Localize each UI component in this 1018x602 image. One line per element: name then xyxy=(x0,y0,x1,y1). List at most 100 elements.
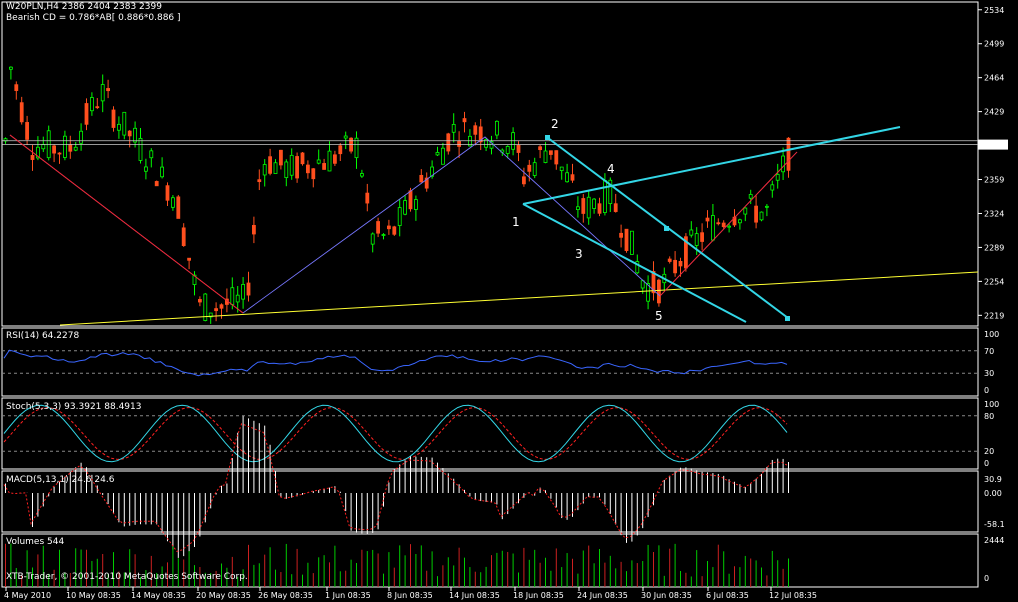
x-tick-label: 12 Jul 08:35 xyxy=(769,591,817,600)
x-tick-label: 6 Jul 08:35 xyxy=(706,591,749,600)
candle-body xyxy=(289,154,294,176)
stoch-axis-label: 20 xyxy=(984,447,994,456)
candle-body xyxy=(516,144,521,153)
candle-body xyxy=(522,176,526,185)
candle-body xyxy=(673,259,677,274)
zigzag-line xyxy=(9,134,244,314)
candle-body xyxy=(41,144,46,150)
macd-axis-label: -58.1 xyxy=(984,520,1005,529)
candle-body xyxy=(775,174,780,181)
candle-body xyxy=(138,137,143,161)
candle-body xyxy=(597,203,602,214)
candle-body xyxy=(14,84,19,91)
candle-body xyxy=(689,229,694,236)
candle-body xyxy=(214,308,219,312)
candle-body xyxy=(549,150,553,155)
candle-body xyxy=(608,179,613,205)
candle-body xyxy=(613,203,618,212)
candle-body xyxy=(84,103,89,125)
candle-body xyxy=(667,258,672,262)
candle-body xyxy=(343,135,348,139)
rsi-axis-label: 100 xyxy=(984,330,999,339)
copyright-text: XTB-Trader, © 2001-2010 MetaQuotes Softw… xyxy=(6,572,248,582)
wave-label-4: 4 xyxy=(607,162,615,176)
candle-body xyxy=(300,152,305,165)
x-tick-label: 14 Jun 08:35 xyxy=(449,591,500,600)
candle-body xyxy=(68,144,73,152)
stoch-axis-label: 80 xyxy=(984,412,994,421)
stoch-axis-label: 0 xyxy=(984,459,989,468)
macd-histogram xyxy=(5,416,789,558)
candle-body xyxy=(36,146,40,159)
macd-axis-label: 0.00 xyxy=(984,489,1002,498)
candle-body xyxy=(743,207,748,215)
rsi-axis-label: 70 xyxy=(984,347,994,356)
candle-body xyxy=(462,118,467,123)
candle-body xyxy=(386,225,391,230)
current-price-tag: 2395 xyxy=(981,141,1001,150)
candle-body xyxy=(63,135,67,158)
candle-body xyxy=(127,130,132,137)
y-tick-label: 2359 xyxy=(984,176,1004,185)
candle-body xyxy=(246,282,251,296)
candle-body xyxy=(576,206,580,210)
candle-body xyxy=(630,230,634,255)
candle-body xyxy=(440,147,445,165)
candle-body xyxy=(370,233,375,245)
candle-body xyxy=(446,133,451,152)
candle-body xyxy=(117,123,121,131)
candle-body xyxy=(332,154,337,164)
candle-body xyxy=(657,279,661,304)
candle-body xyxy=(359,173,364,177)
rsi-label: RSI(14) 64.2278 xyxy=(6,331,80,341)
x-tick-label: 24 Jun 08:35 xyxy=(577,591,628,600)
candle-body xyxy=(748,194,753,199)
candle-body xyxy=(408,190,413,210)
candle-body xyxy=(716,222,721,225)
rsi-line xyxy=(3,349,788,377)
candle-body xyxy=(570,174,575,181)
candle-body xyxy=(278,149,283,166)
candle-body xyxy=(165,185,170,201)
candle-body xyxy=(527,164,532,172)
candle-body xyxy=(257,179,262,183)
candle-body xyxy=(413,199,418,210)
candle-body xyxy=(111,109,116,128)
wave-label-3: 3 xyxy=(575,247,583,261)
candle-body xyxy=(170,197,175,208)
candle-body xyxy=(95,106,100,109)
candle-body xyxy=(403,200,408,215)
candle-body xyxy=(295,156,300,179)
candle-body xyxy=(711,215,715,241)
candle-body xyxy=(543,150,548,163)
candle-body xyxy=(721,222,726,228)
candle-body xyxy=(435,152,440,156)
handle-point-target xyxy=(785,316,790,321)
candle-body xyxy=(208,312,213,318)
x-tick-label: 26 May 08:35 xyxy=(258,591,313,600)
candle-body xyxy=(397,207,402,226)
panel-frame-rsi xyxy=(1,327,979,397)
candle-body xyxy=(187,257,192,261)
candle-body xyxy=(52,145,56,154)
candle-body xyxy=(8,66,13,70)
candle-body xyxy=(365,192,370,204)
candle-body xyxy=(268,156,273,174)
candle-body xyxy=(619,232,623,238)
panel-frame-main xyxy=(1,1,979,327)
x-tick-label: 18 Jun 08:35 xyxy=(513,591,564,600)
volume-bars xyxy=(5,543,789,587)
volume-axis-label: 2444 xyxy=(984,536,1004,545)
candle-body xyxy=(122,111,127,136)
candle-body xyxy=(646,283,650,302)
candle-body xyxy=(106,88,110,92)
wave-label-2: 2 xyxy=(551,117,559,131)
candle-body xyxy=(700,232,704,242)
macd-axis-label: 30.9 xyxy=(984,475,1002,484)
candle-body xyxy=(586,196,591,219)
candle-body xyxy=(176,196,181,219)
candle-body xyxy=(684,236,688,269)
candle-body xyxy=(603,179,607,213)
candle-body xyxy=(381,234,386,236)
